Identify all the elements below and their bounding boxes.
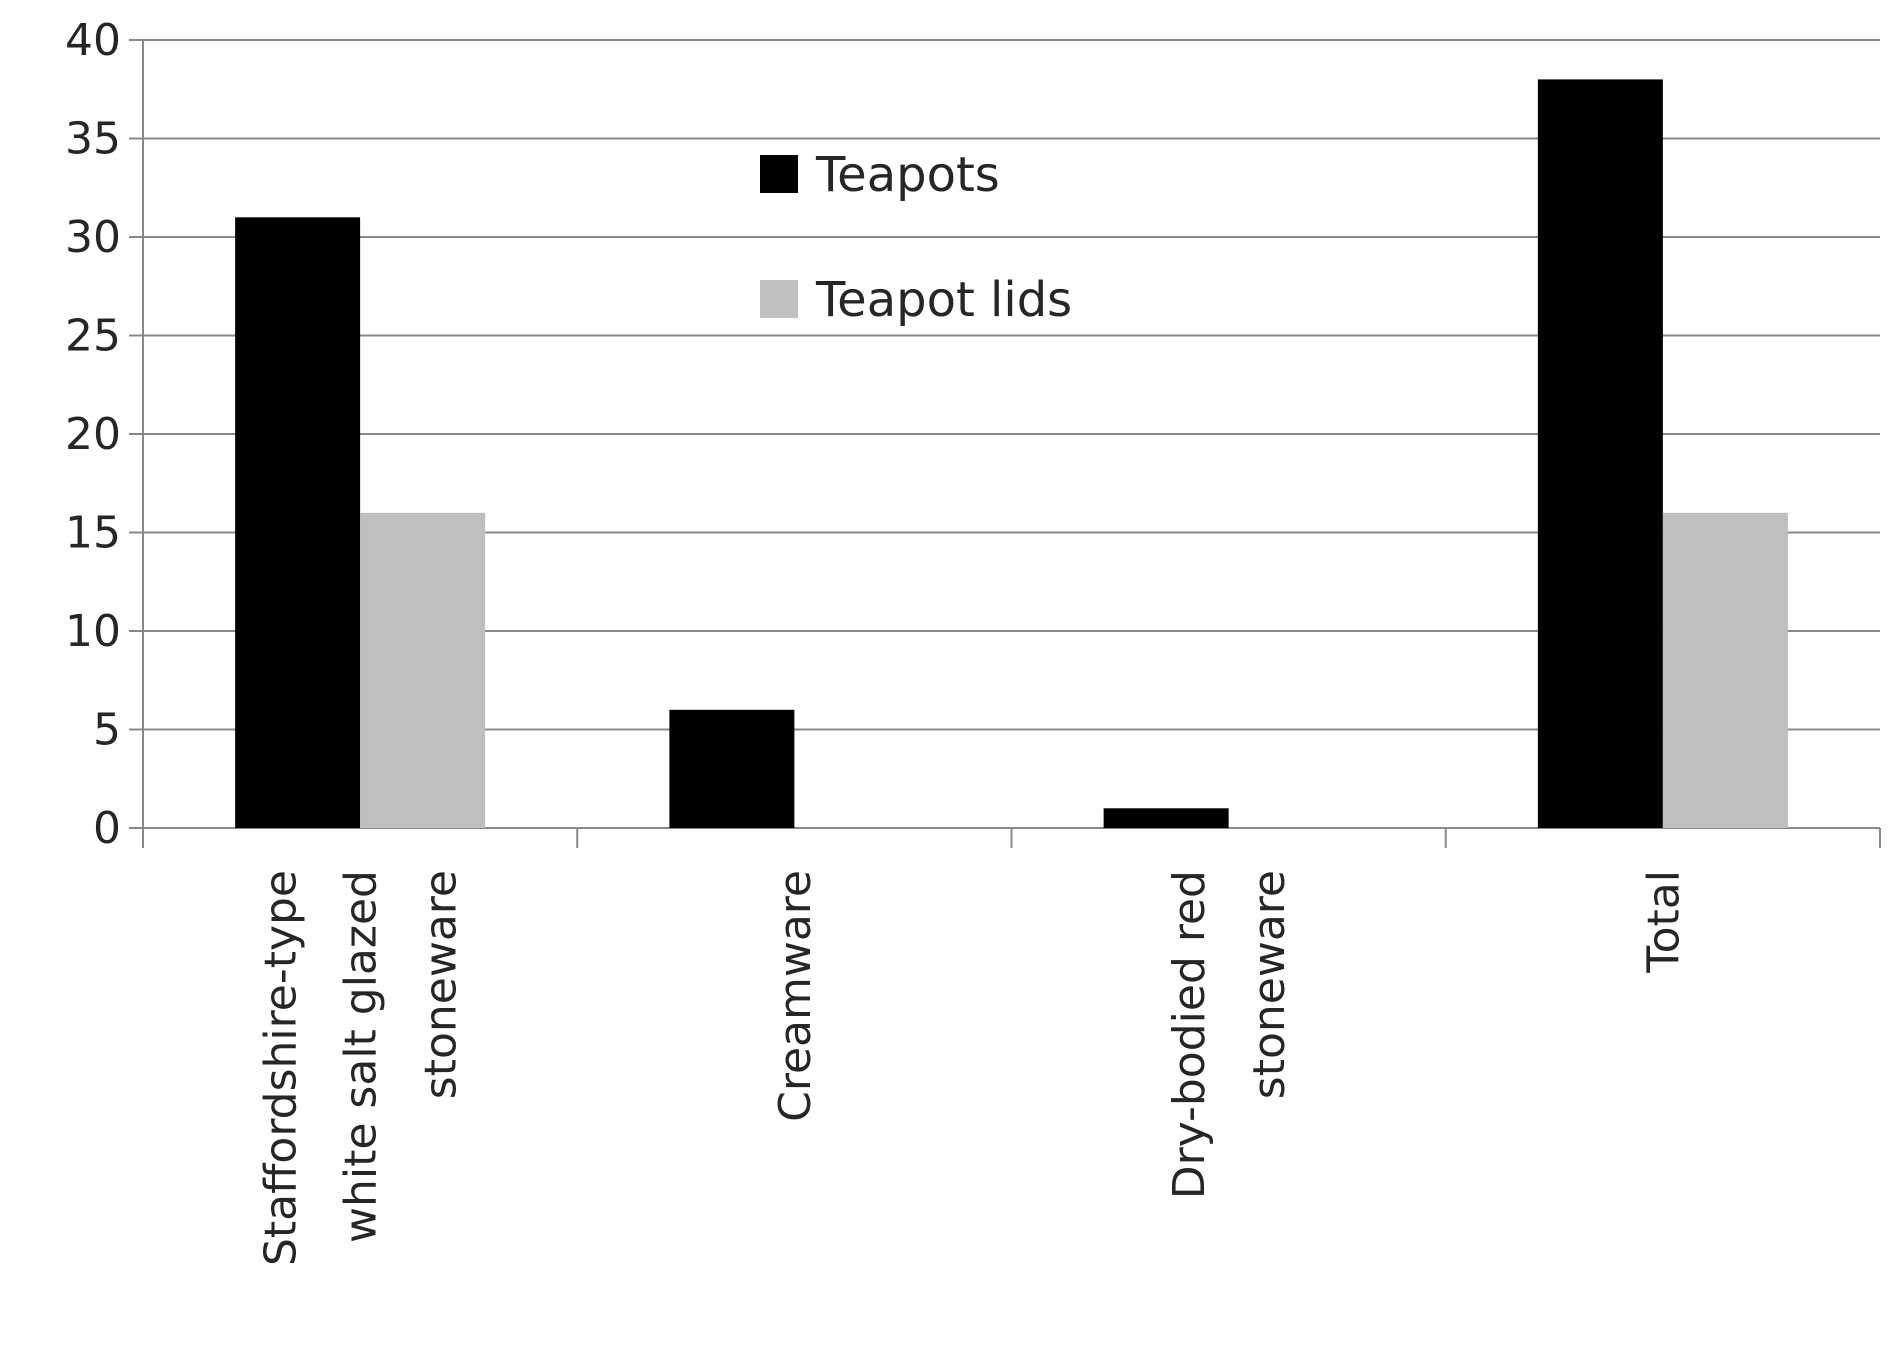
x-tick-label: Dry-bodied red stoneware <box>1164 870 1295 1199</box>
legend-label: Teapots <box>815 147 1000 203</box>
y-tick-label: 25 <box>65 311 121 362</box>
y-tick-label: 35 <box>65 114 121 165</box>
bar-teapots <box>1537 79 1663 828</box>
x-tick-label: Staffordshire-type white salt glazed stone… <box>256 870 467 1266</box>
legend-item: Teapot lids <box>760 272 1072 328</box>
y-tick-label: 5 <box>93 705 121 756</box>
x-tick-label-line: white salt glazed <box>336 870 387 1243</box>
bar-teapot-lids <box>360 512 486 828</box>
bars <box>235 79 1788 829</box>
legend-swatch <box>760 280 798 318</box>
y-tick-label: 40 <box>65 15 121 66</box>
x-tick-label-line: stoneware <box>416 870 467 1099</box>
x-tick-label: Creamware <box>770 870 821 1122</box>
x-tick-label-line: Creamware <box>770 870 821 1122</box>
y-tick-label: 0 <box>93 803 121 854</box>
legend-swatch <box>760 155 798 193</box>
bar-teapots <box>669 709 795 828</box>
x-tick-label-line: Staffordshire-type <box>256 870 307 1266</box>
bar-teapots <box>1103 808 1229 828</box>
y-tick-label: 20 <box>65 409 121 460</box>
x-tick-label: Total <box>1638 870 1689 974</box>
y-tick-label: 10 <box>65 606 121 657</box>
x-tick-labels: Staffordshire-type white salt glazed stone… <box>256 870 1690 1266</box>
legend: Teapots Teapot lids <box>760 147 1072 328</box>
y-tick-label: 15 <box>65 508 121 559</box>
bar-teapot-lids <box>1662 512 1788 828</box>
legend-item: Teapots <box>760 147 1000 203</box>
x-tick-label-line: Total <box>1638 870 1689 974</box>
x-tick-label-line: Dry-bodied red <box>1164 870 1215 1199</box>
y-tick-labels: 0 5 10 15 20 25 30 35 40 <box>65 15 121 854</box>
legend-label: Teapot lids <box>815 272 1072 328</box>
x-tick-label-line: stoneware <box>1244 870 1295 1099</box>
bar-teapots <box>235 217 361 829</box>
y-tick-label: 30 <box>65 212 121 263</box>
